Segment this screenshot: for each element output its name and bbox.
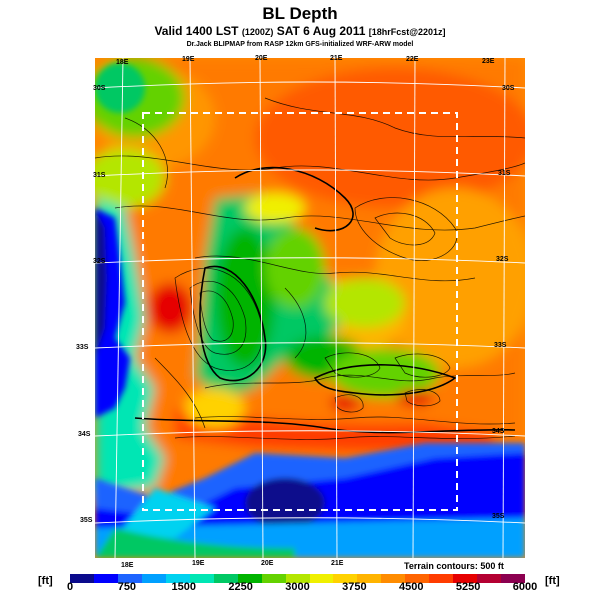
legend-swatch: [381, 574, 406, 583]
lat-label-left-34s: 34S: [78, 431, 91, 438]
legend-swatch: [501, 574, 526, 583]
legend-tick-label: 1500: [171, 581, 196, 593]
legend-unit-left: [ft]: [38, 575, 53, 587]
legend-swatch: [117, 574, 142, 583]
lat-label-left-35s: 35S: [80, 517, 93, 524]
legend-swatch: [141, 574, 166, 583]
legend-ticks: 0 750 1500 2250 3000 3750 4500 5250 6000: [66, 578, 537, 598]
lat-label-right-32s: 32S: [496, 256, 509, 263]
lon-label-bottom-20e: 20E: [261, 560, 274, 567]
legend-swatch: [333, 574, 358, 583]
legend-swatch: [309, 574, 334, 583]
lon-label-top-21e: 21E: [330, 55, 343, 62]
lat-label-left-31s: 31S: [93, 172, 106, 179]
legend-tick-label: 3750: [342, 581, 367, 593]
valid-time: Valid 1400 LST: [154, 24, 239, 38]
lat-label-right-34s: 34S: [492, 428, 505, 435]
lon-label-top-20e: 20E: [255, 55, 268, 62]
map-grid: [95, 58, 525, 558]
legend-tick-label: 3000: [285, 581, 310, 593]
legend-tick-label: 6000: [512, 581, 538, 593]
valid-date: SAT 6 Aug 2011: [276, 24, 366, 38]
lon-label-bottom-19e: 19E: [192, 560, 205, 567]
legend-tick-label: 4500: [399, 581, 424, 593]
lat-label-right-35s: 35S: [492, 513, 505, 520]
lon-label-top-18e: 18E: [116, 59, 129, 66]
lat-label-left-33s: 33S: [76, 344, 89, 351]
lat-label-left-32s: 32S: [93, 258, 106, 265]
legend-swatch: [261, 574, 286, 583]
legend-swatch: [285, 574, 310, 583]
utc-time: (1200Z): [241, 27, 274, 37]
lat-label-left-30s: 30S: [93, 85, 106, 92]
legend-swatch: [93, 574, 118, 583]
legend-swatch: [213, 574, 238, 583]
chart-title: BL Depth: [262, 4, 338, 23]
legend-swatch: [405, 574, 430, 583]
lon-label-bottom-21e: 21E: [331, 560, 344, 567]
legend-tick-label: 0: [66, 581, 74, 593]
lon-label-top-22e: 22E: [406, 56, 419, 63]
legend-swatch: [189, 574, 214, 583]
color-legend-bar: [70, 574, 526, 583]
legend-swatch: [429, 574, 454, 583]
legend-tick-label: 5250: [455, 581, 481, 593]
lat-label-right-31s: 31S: [498, 170, 511, 177]
legend-swatch: [357, 574, 382, 583]
legend-swatch: [165, 574, 190, 583]
forecast-info: [18hrFcst@2201z]: [368, 27, 446, 37]
lon-label-top-19e: 19E: [182, 56, 195, 63]
legend-tick-label: 750: [117, 581, 137, 593]
lon-label-bottom-18e: 18E: [121, 562, 134, 569]
legend-tick-label: 2250: [228, 581, 253, 593]
legend-unit-right: [ft]: [545, 575, 560, 587]
terrain-contours-note: Terrain contours: 500 ft: [404, 561, 504, 571]
lon-label-top-23e: 23E: [482, 58, 495, 65]
legend-swatch: [70, 574, 94, 583]
legend-swatch: [453, 574, 478, 583]
legend-swatch: [477, 574, 502, 583]
credit-line: Dr.Jack BLIPMAP from RASP 12km GFS-initi…: [186, 41, 414, 48]
forecast-window-box: [142, 112, 458, 511]
lat-label-right-33s: 33S: [494, 342, 507, 349]
bl-depth-map: [95, 58, 525, 558]
lat-label-right-30s: 30S: [502, 85, 515, 92]
chart-subtitle: Valid 1400 LST (1200Z) SAT 6 Aug 2011 [1…: [0, 24, 600, 38]
legend-swatch: [237, 574, 262, 583]
